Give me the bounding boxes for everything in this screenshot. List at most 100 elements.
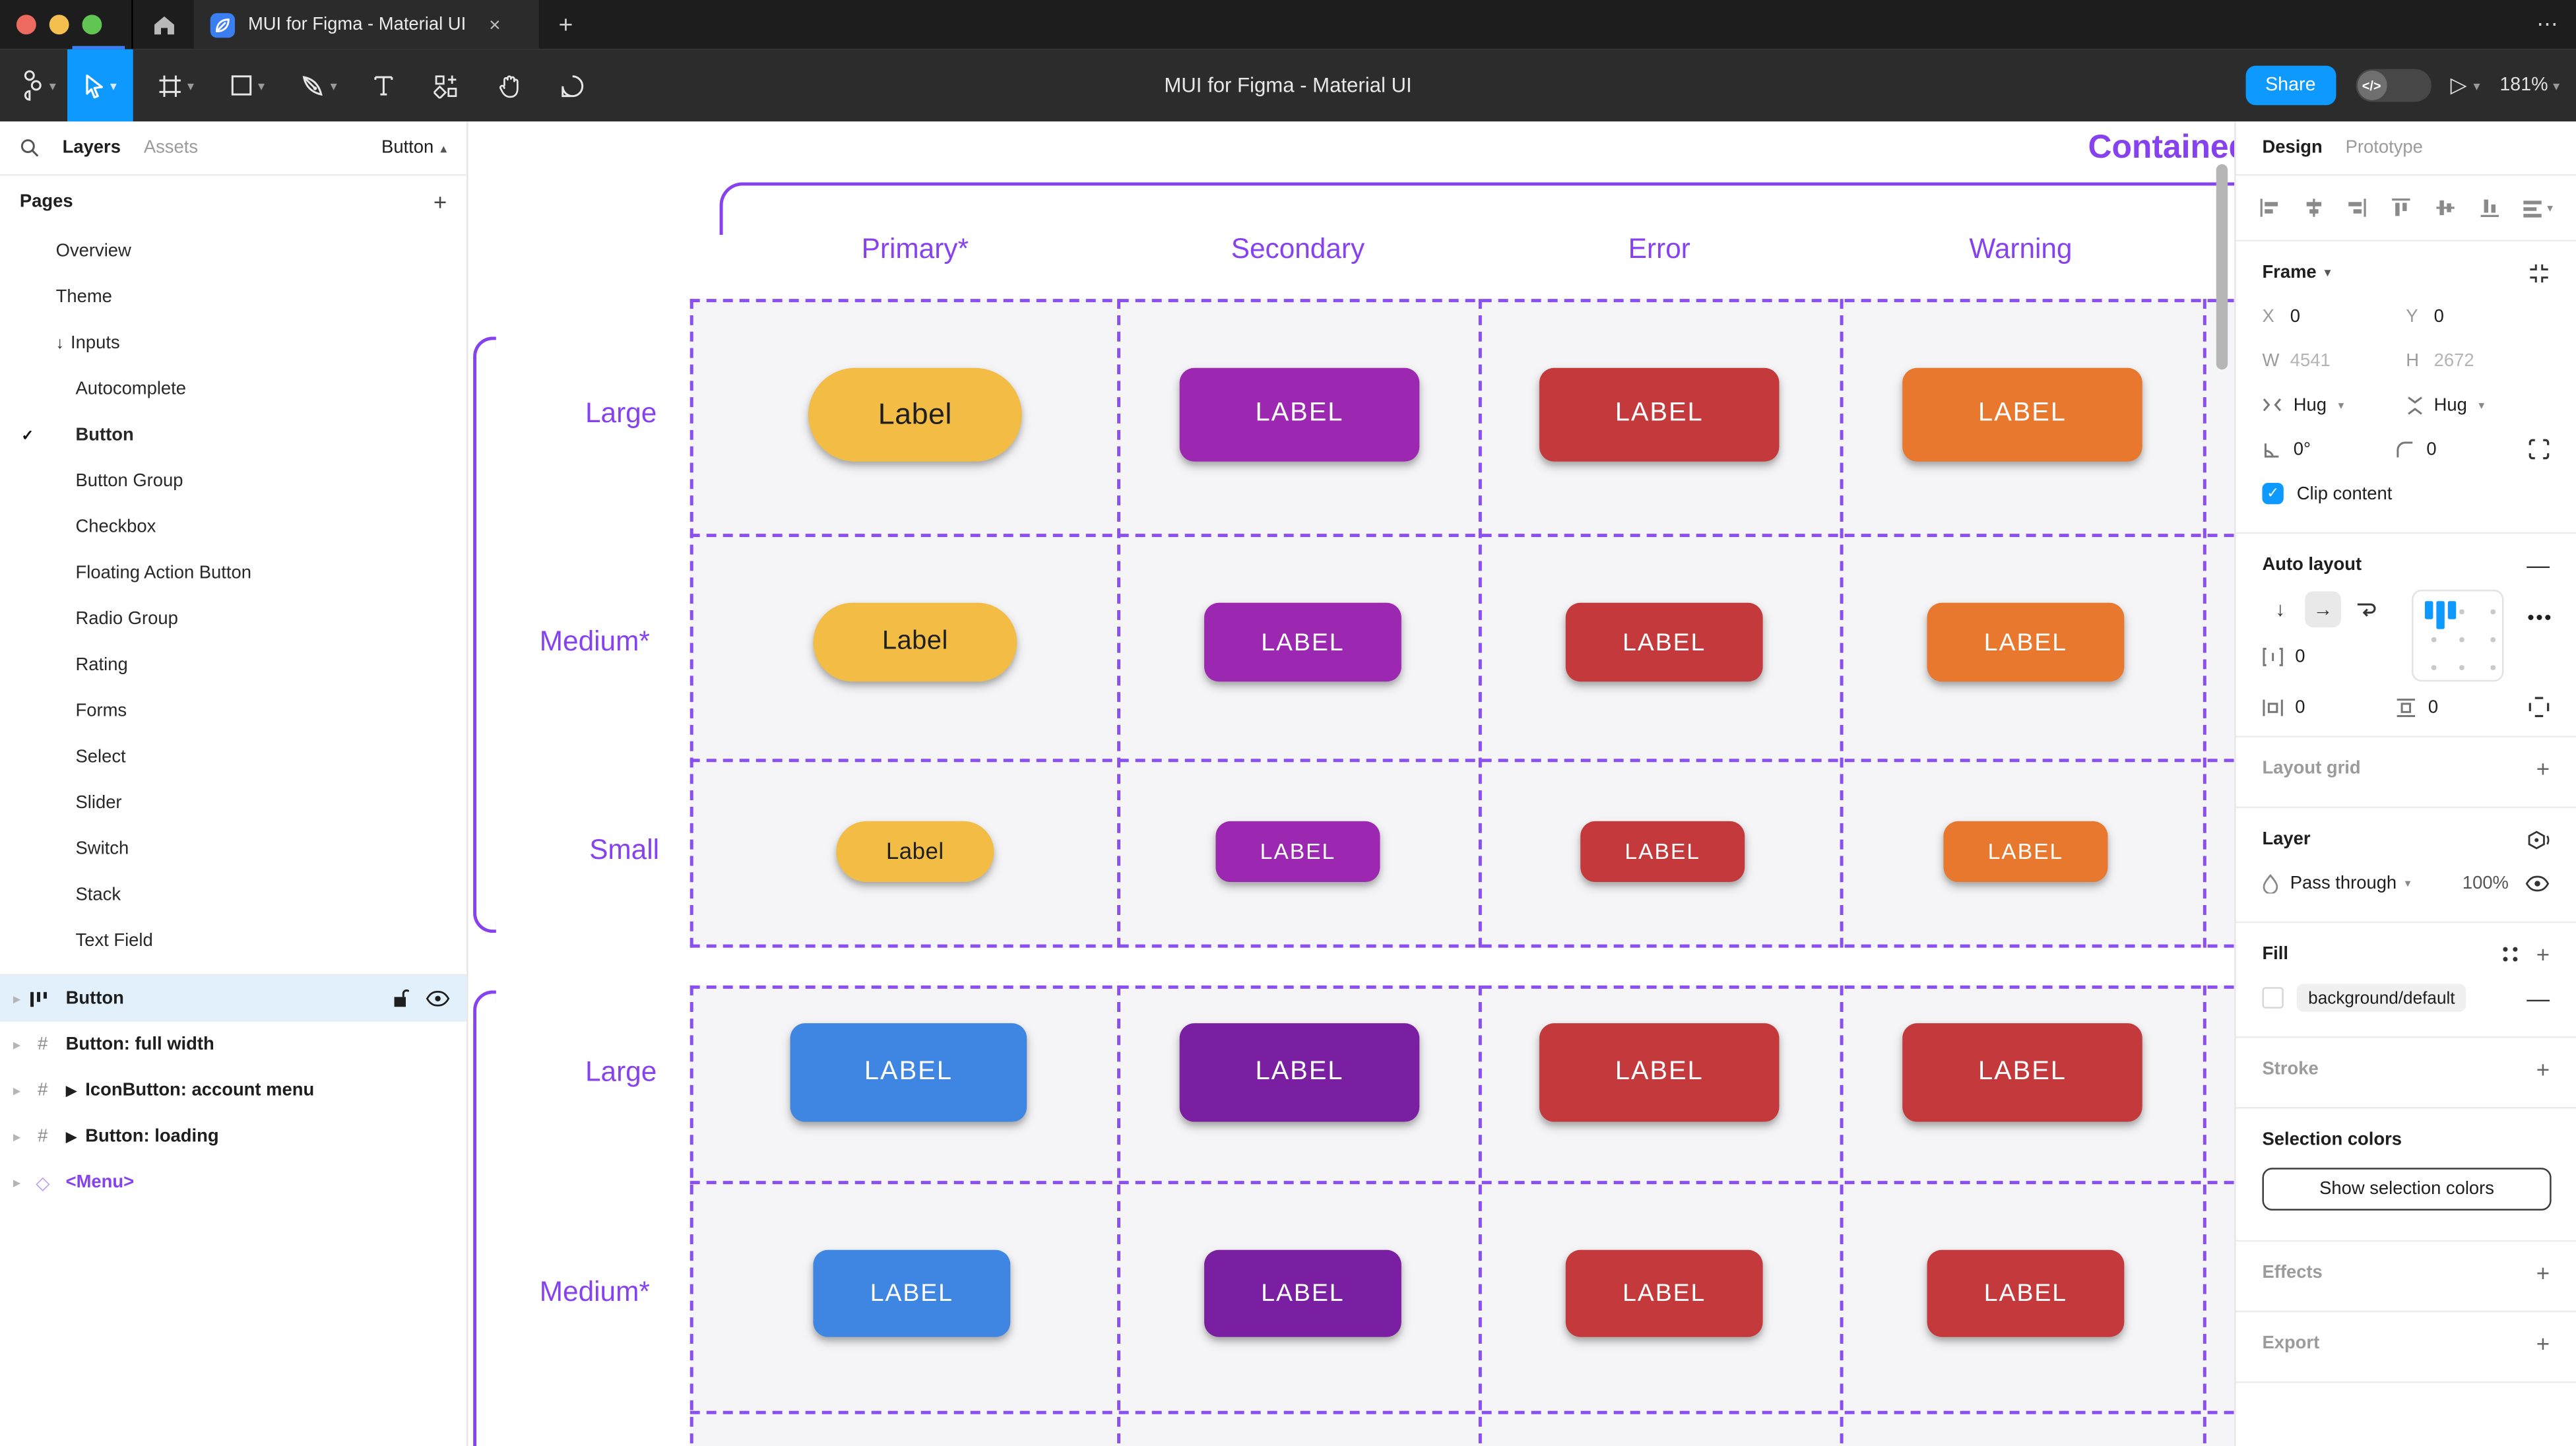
- page-item[interactable]: Text Field: [0, 918, 467, 964]
- fill-color-swatch[interactable]: [2262, 987, 2284, 1009]
- current-page-selector[interactable]: Button ▴: [381, 138, 447, 158]
- share-button[interactable]: Share: [2245, 65, 2336, 106]
- add-effect-button[interactable]: +: [2536, 1259, 2550, 1286]
- add-fill-button[interactable]: +: [2536, 941, 2550, 968]
- mui-button-sample[interactable]: LABEL: [1179, 1023, 1420, 1122]
- independent-padding-icon[interactable]: [2528, 697, 2550, 718]
- move-tool-button[interactable]: ▾: [67, 49, 133, 122]
- add-stroke-button[interactable]: +: [2536, 1055, 2550, 1083]
- tab-prototype[interactable]: Prototype: [2345, 138, 2423, 158]
- expand-chevron-icon[interactable]: ▸: [13, 1035, 21, 1052]
- auto-layout-horizontal-button[interactable]: →: [2305, 590, 2341, 627]
- auto-layout-vertical-button[interactable]: ↓: [2275, 597, 2286, 620]
- layer-row[interactable]: ▸ Button: [0, 975, 467, 1022]
- alignment-widget[interactable]: [2412, 589, 2504, 682]
- expand-chevron-icon[interactable]: ▸: [13, 1081, 21, 1098]
- page-item[interactable]: Slider: [0, 780, 467, 827]
- mui-button-sample[interactable]: LABEL: [1539, 367, 1780, 461]
- page-item[interactable]: Rating: [0, 643, 467, 689]
- layer-row[interactable]: ▸ # Button: full width: [0, 1022, 467, 1068]
- minimize-window-button[interactable]: [49, 15, 69, 35]
- page-item[interactable]: Button Group: [0, 458, 467, 505]
- figma-file-tab[interactable]: MUI for Figma - Material UI ×: [193, 0, 539, 49]
- dev-mode-toggle[interactable]: </>: [2355, 69, 2431, 102]
- remove-auto-layout-button[interactable]: —: [2527, 551, 2550, 579]
- present-button[interactable]: ▷ ▾: [2451, 73, 2480, 99]
- zoom-menu[interactable]: 181% ▾: [2499, 76, 2560, 96]
- mui-button-sample[interactable]: LABEL: [1204, 602, 1401, 682]
- add-page-button[interactable]: +: [433, 189, 447, 216]
- shape-tool-button[interactable]: ▾: [218, 49, 276, 122]
- page-item[interactable]: ✓ Button: [0, 412, 467, 458]
- tab-layers[interactable]: Layers: [62, 138, 121, 158]
- vertical-padding-control[interactable]: 0: [2395, 697, 2528, 717]
- align-left-icon[interactable]: [2259, 197, 2280, 218]
- horizontal-padding-control[interactable]: 0: [2262, 697, 2395, 717]
- frame-title-label[interactable]: Contained: [2088, 129, 2235, 166]
- show-selection-colors-button[interactable]: Show selection colors: [2262, 1168, 2552, 1210]
- close-tab-icon[interactable]: ×: [489, 13, 501, 36]
- canvas[interactable]: Contained Primary* Secondary Error Warning …: [468, 121, 2235, 1446]
- minimize-corners-icon[interactable]: [2528, 262, 2550, 283]
- zoom-window-button[interactable]: [82, 15, 102, 35]
- add-layout-grid-button[interactable]: +: [2536, 755, 2550, 782]
- expand-chevron-icon[interactable]: ▸: [13, 1173, 21, 1190]
- mui-button-sample[interactable]: Label: [808, 367, 1022, 461]
- mui-button-sample[interactable]: LABEL: [1927, 602, 2125, 682]
- new-tab-button[interactable]: +: [558, 11, 573, 39]
- mui-button-sample[interactable]: Label: [836, 820, 994, 881]
- eye-icon[interactable]: [426, 990, 450, 1007]
- remove-fill-button[interactable]: —: [2527, 984, 2550, 1011]
- page-item[interactable]: Checkbox: [0, 504, 467, 550]
- align-vertical-center-icon[interactable]: [2435, 197, 2456, 218]
- page-item[interactable]: Theme: [0, 274, 467, 321]
- mui-button-sample[interactable]: LABEL: [1902, 1023, 2142, 1122]
- resources-tool-button[interactable]: [422, 49, 470, 122]
- align-bottom-icon[interactable]: [2478, 197, 2499, 218]
- mui-button-sample[interactable]: LABEL: [1215, 820, 1380, 881]
- independent-corners-icon[interactable]: [2528, 439, 2550, 460]
- expand-chevron-icon[interactable]: ▸: [13, 990, 21, 1007]
- x-field[interactable]: 0: [2290, 306, 2301, 327]
- mui-button-sample[interactable]: LABEL: [1565, 602, 1763, 682]
- align-horizontal-center-icon[interactable]: [2303, 197, 2324, 218]
- mui-button-sample[interactable]: LABEL: [1580, 820, 1745, 881]
- tidy-up-icon[interactable]: ▾: [2523, 197, 2553, 218]
- clip-content-checkbox[interactable]: ✓: [2262, 483, 2284, 505]
- auto-layout-wrap-button[interactable]: [2348, 590, 2384, 627]
- styles-icon[interactable]: [2500, 945, 2520, 964]
- rotation-control[interactable]: 0°: [2262, 439, 2395, 459]
- height-field[interactable]: 2672: [2433, 350, 2474, 371]
- layer-row[interactable]: ▸ # ▶ IconButton: account menu: [0, 1067, 467, 1114]
- auto-layout-more-options[interactable]: •••: [2527, 606, 2554, 629]
- layer-opacity-field[interactable]: 100%: [2462, 873, 2509, 893]
- frame-tool-button[interactable]: ▾: [146, 49, 206, 122]
- page-item[interactable]: Select: [0, 734, 467, 780]
- gap-control[interactable]: 0: [2262, 646, 2406, 666]
- text-tool-button[interactable]: [362, 49, 406, 122]
- add-export-button[interactable]: +: [2536, 1330, 2550, 1357]
- mui-button-sample[interactable]: LABEL: [813, 1249, 1011, 1336]
- page-item[interactable]: Forms: [0, 688, 467, 734]
- page-item[interactable]: Stack: [0, 872, 467, 918]
- page-item[interactable]: Switch: [0, 826, 467, 872]
- overflow-menu-icon[interactable]: ⋯: [2536, 11, 2560, 36]
- blend-mode-select[interactable]: Pass through: [2290, 873, 2397, 893]
- page-item[interactable]: ↓ Inputs: [0, 321, 467, 367]
- unlock-icon[interactable]: [393, 989, 409, 1009]
- page-item[interactable]: Autocomplete: [0, 366, 467, 412]
- mui-button-sample[interactable]: LABEL: [1565, 1249, 1763, 1336]
- clip-content-row[interactable]: ✓ Clip content: [2262, 472, 2550, 516]
- mui-button-sample[interactable]: LABEL: [1943, 820, 2108, 881]
- blend-mode-icon[interactable]: [2527, 829, 2550, 850]
- mui-button-sample[interactable]: LABEL: [1179, 367, 1420, 461]
- expand-chevron-icon[interactable]: ▸: [13, 1127, 21, 1145]
- vertical-resizing-control[interactable]: Hug ▾: [2406, 395, 2550, 415]
- frame-section-title[interactable]: Frame: [2262, 263, 2317, 283]
- tab-assets[interactable]: Assets: [143, 138, 199, 158]
- align-right-icon[interactable]: [2347, 197, 2368, 218]
- horizontal-resizing-control[interactable]: Hug ▾: [2262, 395, 2406, 415]
- eye-icon[interactable]: [2525, 875, 2550, 891]
- search-icon[interactable]: [20, 138, 40, 158]
- fill-style-chip[interactable]: background/default: [2296, 984, 2467, 1012]
